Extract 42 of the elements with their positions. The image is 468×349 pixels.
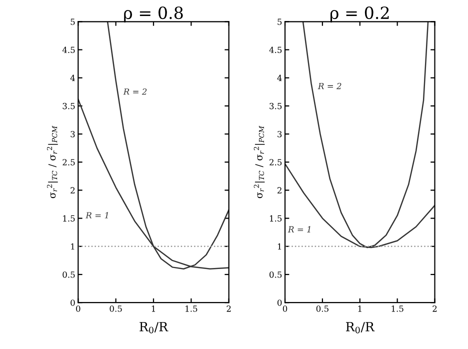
text: R = 1 bbox=[86, 212, 108, 218]
y-tick-label: 0.5 bbox=[270, 271, 282, 278]
chart-title: ρ = 0.8 bbox=[124, 6, 183, 22]
chart-title: ρ = 0.2 bbox=[330, 6, 389, 22]
text: σ$_{r}$$^{2}$|$_{TC}$ / σ$_{r}$$^{2}$|$_{PCM}$ bbox=[254, 126, 265, 198]
x-tick-label: 2 bbox=[432, 306, 437, 312]
y-tick-label: 0 bbox=[277, 300, 282, 306]
y-tick-label: 1 bbox=[71, 243, 74, 250]
x-tick-label: 1 bbox=[152, 306, 155, 312]
y-tick-label: 2 bbox=[70, 187, 75, 194]
x-tick-label: 0.5 bbox=[316, 306, 328, 312]
x-axis-title: R$_{0}$/R bbox=[346, 322, 375, 334]
x-tick-label: 1 bbox=[358, 306, 362, 312]
x-tick-label: 1.5 bbox=[392, 306, 404, 312]
y-tick-label: 1.5 bbox=[63, 215, 75, 222]
series-label: R = 2 bbox=[318, 82, 342, 90]
y-tick-label: 2.5 bbox=[270, 159, 282, 166]
text: σ$_{r}$$^{2}$|$_{TC}$ / σ$_{r}$$^{2}$|$_{PCM}$ bbox=[46, 126, 58, 198]
y-tick-label: 4 bbox=[277, 74, 282, 81]
x-tick-label: 1.5 bbox=[186, 306, 198, 312]
y-tick-label: 5 bbox=[70, 18, 75, 25]
x-tick-label: 2 bbox=[226, 306, 231, 312]
y-tick-label: 2 bbox=[277, 187, 282, 194]
series-label: R = 1 bbox=[288, 226, 310, 232]
x-tick-label: 0.5 bbox=[110, 306, 122, 312]
y-tick-label: 1 bbox=[278, 243, 282, 250]
y-tick-label: 3.5 bbox=[270, 102, 282, 110]
y-tick-label: 5 bbox=[278, 18, 282, 25]
x-tick-label: 0 bbox=[282, 306, 288, 312]
y-tick-label: 1.5 bbox=[270, 215, 282, 222]
y-tick-label: 3.5 bbox=[62, 102, 75, 110]
x-axis-title: R$_{0}$/R bbox=[140, 322, 168, 334]
y-tick-label: 3 bbox=[70, 130, 75, 138]
x-tick-label: 0 bbox=[76, 306, 80, 312]
y-tick-label: 4.5 bbox=[269, 46, 282, 54]
y-tick-label: 4 bbox=[70, 74, 75, 81]
series-label: R = 2 bbox=[123, 88, 147, 95]
y-tick-label: 3 bbox=[278, 130, 282, 138]
y-tick-label: 4.5 bbox=[62, 46, 75, 54]
y-tick-label: 2.5 bbox=[62, 159, 75, 166]
y-tick-label: 0 bbox=[70, 300, 75, 306]
y-tick-label: 0.5 bbox=[62, 271, 75, 278]
